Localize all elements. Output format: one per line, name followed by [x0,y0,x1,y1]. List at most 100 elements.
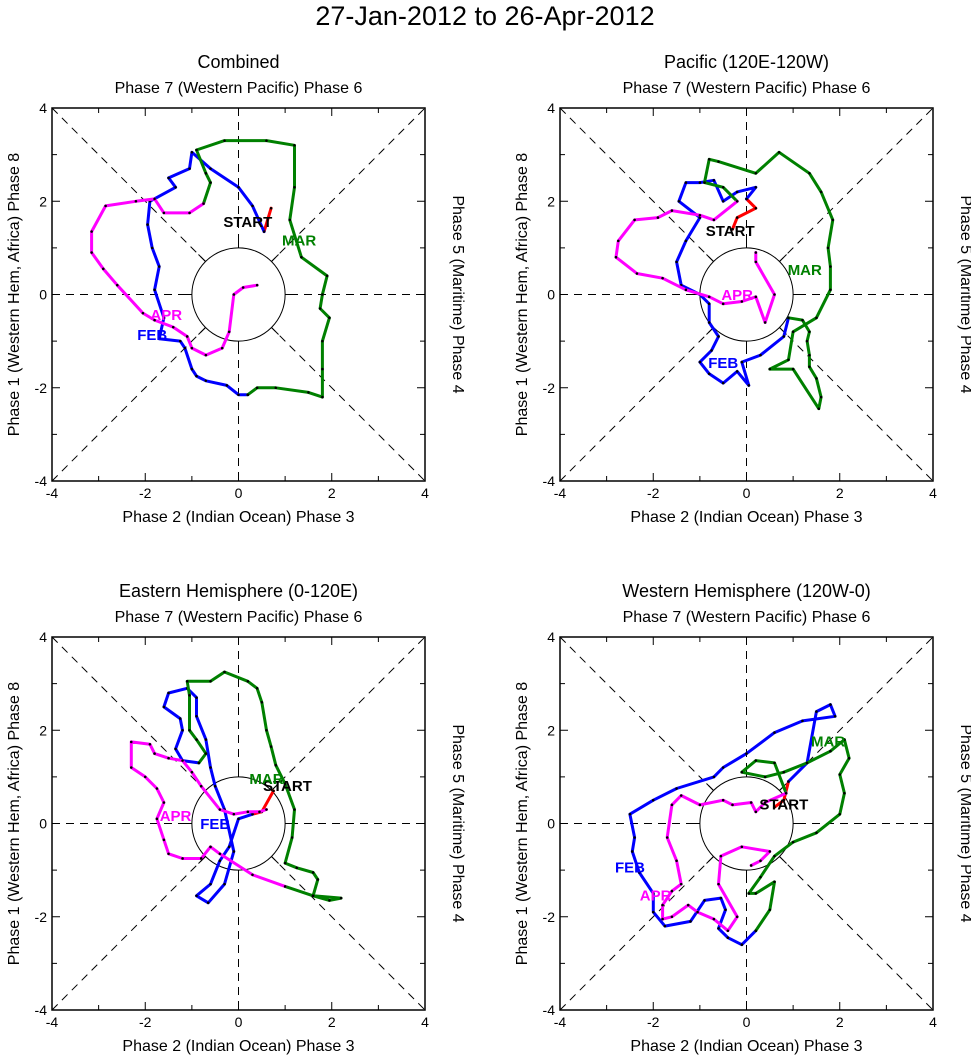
x-tick-label: 4 [421,485,429,501]
series-jan-line [731,197,758,231]
x-tick-label: 2 [836,1014,844,1030]
x-tick-label: -2 [647,485,660,501]
series-mar-point [339,896,343,900]
series-mar-point [321,395,324,399]
series-mar-point [325,274,329,278]
series-apr-point [712,218,716,222]
right-phase-label: Phase 5 (Maritime) Phase 4 [449,195,466,393]
x-tick-label: -2 [139,485,152,501]
series-apr-point [731,803,734,807]
series-apr-point [283,885,287,888]
month-label-apr: APR [640,887,672,904]
series-mar-point [255,686,259,690]
series-mar-point [283,782,287,786]
series-feb-point [684,181,688,184]
y-tick-label: 0 [547,287,555,303]
circle-tick [706,783,714,791]
series-feb-point [663,924,667,928]
x-tick-label: 2 [836,485,844,501]
series-mar-point [274,386,278,390]
series-mar-point [288,218,292,222]
series-apr-point [227,330,231,334]
y-tick-label: 4 [547,629,555,645]
y-tick-label: 0 [547,816,555,832]
series-mar-point [838,812,842,816]
series-jan-point [272,789,275,793]
series-feb-point [717,335,720,338]
x-tick-label: 4 [929,1014,937,1030]
series-apr-point [614,255,618,259]
bottom-phase-label: Phase 2 (Indian Ocean) Phase 3 [630,509,862,526]
series-mar-point [204,171,208,175]
series-mar-point [209,181,212,184]
series-feb-point [675,260,678,264]
diagonal-line [559,636,934,1011]
y-tick-label: 2 [547,193,555,209]
series-mar-point [808,365,811,369]
series-feb-point [707,302,711,306]
series-feb-point [157,265,161,268]
series-apr-point [670,209,674,212]
series-mar-point [300,255,303,259]
series-mar-point [805,761,809,765]
series-feb-point [209,167,212,170]
x-tick-label: -4 [554,485,567,501]
y-tick-label: -2 [35,380,48,396]
series-feb-point [206,901,210,905]
series-feb-point [801,719,804,723]
series-mar-point [316,878,320,881]
series-feb-point [651,892,655,895]
series-apr-point [185,335,189,338]
series-feb-point [712,178,716,182]
x-tick-label: 4 [421,1014,429,1030]
bottom-phase-label: Phase 2 (Indian Ocean) Phase 3 [122,1038,354,1055]
series-apr-point [633,218,636,222]
series-mar-point [311,894,315,898]
bottom-phase-label: Phase 2 (Indian Ocean) Phase 3 [630,1038,862,1055]
series-feb-point [759,353,762,357]
series-apr-point [190,346,194,350]
series-apr-point [129,766,133,769]
panel-title: Pacific (120E-120W) [664,52,829,72]
series-apr-point [141,311,145,315]
series-feb-point [726,936,730,940]
series-mar-point [754,929,758,933]
series-mar-point [274,763,278,767]
series-apr-point [143,775,147,779]
panel-title: Eastern Hemisphere (0-120E) [119,581,358,601]
series-feb-point [178,339,182,343]
series-apr-point [686,903,690,907]
series-mar-point [808,171,811,175]
series-apr-point [90,230,93,233]
series-apr-point [115,283,119,287]
series-apr-point [155,817,159,821]
circle-tick [706,856,714,864]
series-feb-point [225,384,229,387]
series-apr-point [763,801,767,804]
series-mar-point [311,871,315,874]
series-apr-point [199,857,203,860]
series-apr-point [220,346,224,350]
series-mar-point [185,679,189,683]
series-mar-point [283,861,287,865]
series-feb-point [745,752,748,755]
start-label: START [223,214,272,231]
series-apr-point [773,293,776,296]
series-apr-point [153,318,156,322]
series-feb-point [209,882,212,886]
series-mar-point [768,908,772,912]
series-mar-point [815,377,818,380]
series-mar-point [829,265,832,268]
series-apr-point [153,752,156,755]
right-phase-label: Phase 5 (Maritime) Phase 4 [957,724,971,922]
x-tick-label: -4 [46,1014,59,1030]
month-label-mar: MAR [249,771,283,788]
series-feb-point [195,714,198,718]
y-tick-label: -4 [35,1002,48,1018]
series-feb-point [651,798,655,802]
series-apr-point [162,211,166,215]
series-feb-point [213,784,217,788]
series-mar-point [819,190,823,194]
series-mar-point [838,773,842,776]
